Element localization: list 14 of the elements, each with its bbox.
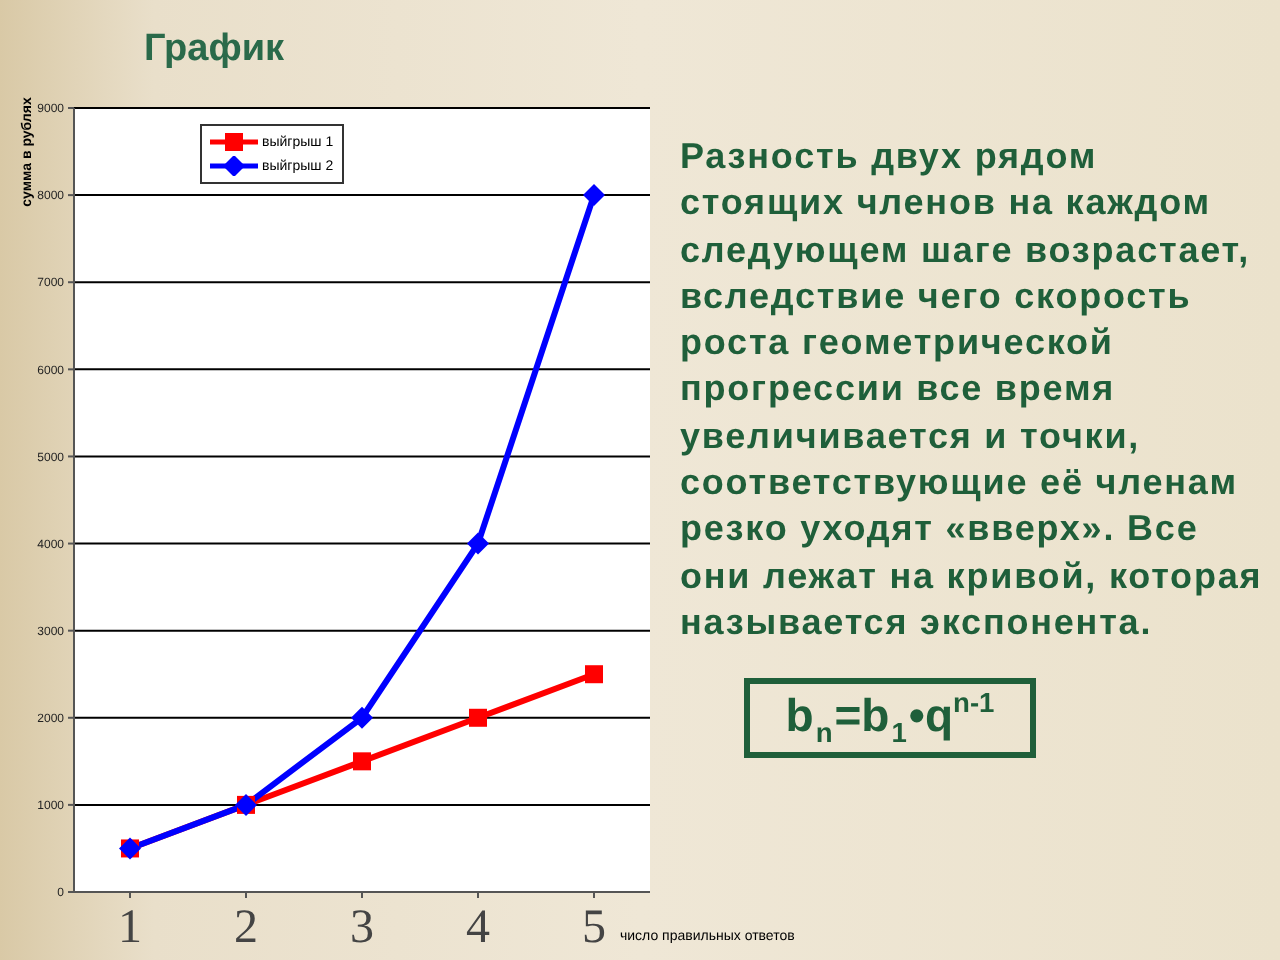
x-tick-label: 2 — [234, 902, 258, 954]
chart-title: График — [144, 28, 285, 72]
x-tick-label: 5 — [582, 902, 606, 954]
text: b$_{n}$=b$_{1}$•q$^{n-1}$ — [785, 688, 995, 748]
x-tick-label: 1 — [118, 902, 142, 954]
point — [467, 532, 489, 555]
point — [353, 752, 371, 771]
point — [351, 706, 373, 729]
point — [583, 184, 605, 207]
x-tick-label: 3 — [350, 902, 374, 954]
text: Разность двух рядом стоящих членов на каждом следующем шаге возрастает, вследствие чего скорость роста геометрической прогрессии все время увеличивается и точки, соответствующие её членам резко уходят «вверх». Все они лежат на кривой, которая называется экспонента. — [680, 136, 1263, 642]
point — [585, 665, 603, 684]
x-tick-label: 4 — [466, 902, 490, 954]
point — [469, 708, 487, 727]
